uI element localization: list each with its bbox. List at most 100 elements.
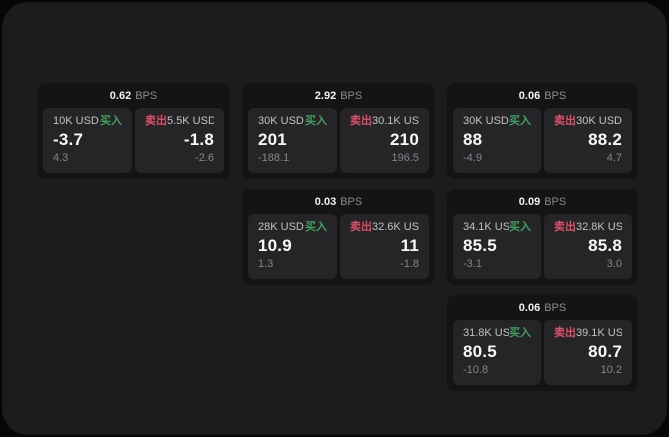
- buy-pane[interactable]: 30K USD 买入 201 -188.1: [248, 108, 337, 173]
- buy-delta: -4.9: [463, 152, 482, 164]
- bps-unit-label: BPS: [544, 90, 567, 102]
- bps-value: 0.09: [518, 196, 541, 208]
- sell-delta: 3.0: [606, 258, 622, 270]
- sell-price: 85.8: [588, 236, 622, 255]
- bps-value: 2.92: [314, 90, 337, 102]
- pane-row: 34.1K USD 买入 85.5 -3.1 卖出 32.8K USD 85.8…: [453, 214, 632, 279]
- buy-pane[interactable]: 34.1K USD 买入 85.5 -3.1: [453, 214, 541, 279]
- pane-row: 28K USD 买入 10.9 1.3 卖出 32.6K USD 11 -1.8: [248, 214, 429, 279]
- card-header: 0.03 BPS: [248, 193, 429, 211]
- buy-label: 买入: [509, 327, 531, 339]
- sell-pane-top: 卖出 39.1K USD: [554, 327, 622, 340]
- sell-amount: 32.6K USD: [372, 221, 419, 233]
- sell-pane[interactable]: 卖出 32.8K USD 85.8 3.0: [544, 214, 632, 279]
- buy-delta: -188.1: [258, 152, 290, 164]
- sell-label: 卖出: [350, 115, 372, 127]
- sell-amount: 39.1K USD: [576, 327, 622, 339]
- sell-pane[interactable]: 卖出 32.6K USD 11 -1.8: [340, 214, 429, 279]
- buy-delta: 1.3: [258, 258, 274, 270]
- pane-row: 10K USD 买入 -3.7 4.3 卖出 5.5K USD -1.8 -2.…: [43, 108, 224, 173]
- sell-pane[interactable]: 卖出 39.1K USD 80.7 10.2: [544, 320, 632, 385]
- bps-unit-label: BPS: [544, 302, 567, 314]
- bps-value: 0.03: [314, 196, 337, 208]
- sell-pane-top: 卖出 30K USD: [554, 115, 622, 128]
- sell-delta: -1.8: [400, 258, 419, 270]
- sell-pane-top: 卖出 5.5K USD: [145, 115, 214, 128]
- card-header: 0.06 BPS: [453, 87, 632, 105]
- buy-amount: 31.8K USD: [463, 327, 509, 339]
- bps-value: 0.06: [518, 90, 541, 102]
- sell-pane[interactable]: 卖出 5.5K USD -1.8 -2.6: [135, 108, 224, 173]
- sell-pane-top: 卖出 30.1K USD: [350, 115, 419, 128]
- bps-unit-label: BPS: [135, 90, 158, 102]
- sell-label: 卖出: [145, 115, 167, 127]
- buy-amount: 30K USD: [258, 115, 304, 127]
- buy-label: 买入: [509, 221, 531, 233]
- sell-delta: 10.2: [600, 364, 622, 376]
- buy-price: 201: [258, 130, 287, 149]
- sell-price: 210: [390, 130, 419, 149]
- sell-amount: 30K USD: [576, 115, 622, 127]
- buy-delta: -10.8: [463, 364, 489, 376]
- buy-pane-top: 30K USD 买入: [463, 115, 531, 128]
- card-header: 0.62 BPS: [43, 87, 224, 105]
- quote-card-1: 0.62 BPS 10K USD 买入 -3.7 4.3 卖出 5.5K USD: [37, 83, 230, 179]
- sell-amount: 32.8K USD: [576, 221, 622, 233]
- pane-row: 31.8K USD 买入 80.5 -10.8 卖出 39.1K USD 80.…: [453, 320, 632, 385]
- buy-amount: 28K USD: [258, 221, 304, 233]
- buy-price: -3.7: [53, 130, 84, 149]
- buy-pane-top: 10K USD 买入: [53, 115, 122, 128]
- sell-pane-top: 卖出 32.6K USD: [350, 221, 419, 234]
- sell-label: 卖出: [554, 221, 576, 233]
- sell-label: 卖出: [554, 115, 576, 127]
- buy-label: 买入: [509, 115, 531, 127]
- card-header: 0.09 BPS: [453, 193, 632, 211]
- sell-price: 80.7: [588, 342, 622, 361]
- buy-label: 买入: [305, 115, 327, 127]
- sell-delta: 4.7: [606, 152, 622, 164]
- buy-price: 80.5: [463, 342, 497, 361]
- buy-pane[interactable]: 28K USD 买入 10.9 1.3: [248, 214, 337, 279]
- sell-delta: 196.5: [391, 152, 419, 164]
- sell-price: -1.8: [183, 130, 214, 149]
- quote-card-6: 0.06 BPS 31.8K USD 买入 80.5 -10.8 卖出 39.1…: [447, 295, 638, 391]
- bps-unit-label: BPS: [544, 196, 567, 208]
- pane-row: 30K USD 买入 88 -4.9 卖出 30K USD 88.2 4.7: [453, 108, 632, 173]
- bps-unit-label: BPS: [340, 196, 363, 208]
- buy-pane-top: 28K USD 买入: [258, 221, 327, 234]
- sell-label: 卖出: [350, 221, 372, 233]
- buy-pane[interactable]: 31.8K USD 买入 80.5 -10.8: [453, 320, 541, 385]
- buy-amount: 30K USD: [463, 115, 509, 127]
- buy-delta: -3.1: [463, 258, 482, 270]
- buy-amount: 10K USD: [53, 115, 99, 127]
- buy-label: 买入: [100, 115, 122, 127]
- quote-card-3: 0.06 BPS 30K USD 买入 88 -4.9 卖出 30K USD: [447, 83, 638, 179]
- sell-delta: -2.6: [195, 152, 214, 164]
- quote-card-2: 2.92 BPS 30K USD 买入 201 -188.1 卖出 30.1K …: [242, 83, 435, 179]
- sell-pane[interactable]: 卖出 30.1K USD 210 196.5: [340, 108, 429, 173]
- sell-price: 88.2: [588, 130, 622, 149]
- pane-row: 30K USD 买入 201 -188.1 卖出 30.1K USD 210 1…: [248, 108, 429, 173]
- sell-amount: 30.1K USD: [372, 115, 419, 127]
- buy-delta: 4.3: [53, 152, 69, 164]
- sell-pane[interactable]: 卖出 30K USD 88.2 4.7: [544, 108, 632, 173]
- sell-amount: 5.5K USD: [167, 115, 214, 127]
- buy-pane[interactable]: 30K USD 买入 88 -4.9: [453, 108, 541, 173]
- buy-amount: 34.1K USD: [463, 221, 509, 233]
- sell-price: 11: [400, 236, 419, 255]
- buy-pane-top: 31.8K USD 买入: [463, 327, 531, 340]
- buy-label: 买入: [305, 221, 327, 233]
- bps-unit-label: BPS: [340, 90, 363, 102]
- sell-pane-top: 卖出 32.8K USD: [554, 221, 622, 234]
- buy-price: 10.9: [258, 236, 292, 255]
- buy-price: 88: [463, 130, 483, 149]
- quote-card-4: 0.03 BPS 28K USD 买入 10.9 1.3 卖出 32.6K US…: [242, 189, 435, 285]
- buy-pane[interactable]: 10K USD 买入 -3.7 4.3: [43, 108, 132, 173]
- quote-grid: 0.62 BPS 10K USD 买入 -3.7 4.3 卖出 5.5K USD: [37, 83, 638, 391]
- buy-price: 85.5: [463, 236, 497, 255]
- buy-pane-top: 34.1K USD 买入: [463, 221, 531, 234]
- bps-value: 0.62: [109, 90, 132, 102]
- quote-card-5: 0.09 BPS 34.1K USD 买入 85.5 -3.1 卖出 32.8K…: [447, 189, 638, 285]
- buy-pane-top: 30K USD 买入: [258, 115, 327, 128]
